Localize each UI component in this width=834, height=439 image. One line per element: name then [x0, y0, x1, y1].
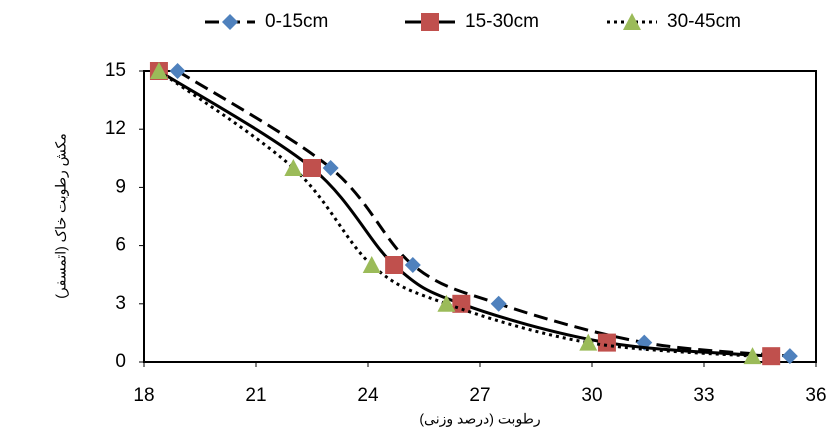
y-tick-label: 6: [115, 235, 126, 256]
marker: [597, 333, 616, 352]
marker: [322, 160, 339, 176]
legend-marker: [623, 13, 641, 30]
y-tick-label: 12: [105, 118, 126, 139]
marker: [169, 63, 186, 79]
x-axis-label: رطوبت (درصد وزنی): [419, 411, 540, 428]
legend-label: 15-30cm: [465, 11, 539, 32]
marker: [781, 348, 798, 365]
legend-label: 30-45cm: [667, 11, 741, 32]
marker: [437, 294, 456, 312]
x-tick-label: 21: [245, 385, 266, 406]
y-tick-label: 15: [105, 60, 126, 81]
legend-marker: [421, 13, 439, 31]
x-tick-label: 36: [805, 385, 826, 406]
x-tick-label: 27: [469, 385, 490, 406]
x-tick-label: 24: [357, 385, 379, 406]
marker: [404, 257, 421, 273]
marker: [149, 62, 168, 79]
y-tick-label: 9: [115, 176, 126, 197]
marker: [490, 295, 507, 312]
x-tick-label: 30: [581, 385, 602, 406]
marker: [743, 347, 762, 365]
marker: [303, 159, 321, 177]
y-tick-label: 0: [115, 351, 126, 372]
marker: [284, 159, 303, 176]
plot-area: [143, 70, 817, 363]
series-line: [176, 69, 791, 358]
y-axis-label: مکش رطوبت خاک (اتمسفر): [53, 133, 70, 298]
series-line: [158, 69, 753, 358]
marker: [579, 333, 598, 351]
y-tick-label: 3: [115, 293, 126, 314]
legend-marker: [222, 14, 238, 30]
series-line: [158, 69, 772, 358]
x-tick-label: 33: [693, 385, 714, 406]
legend-label: 0-15cm: [265, 11, 328, 32]
marker: [385, 256, 404, 274]
marker: [362, 256, 381, 273]
marker: [452, 294, 471, 313]
marker: [762, 347, 781, 366]
x-tick-label: 18: [133, 385, 154, 406]
